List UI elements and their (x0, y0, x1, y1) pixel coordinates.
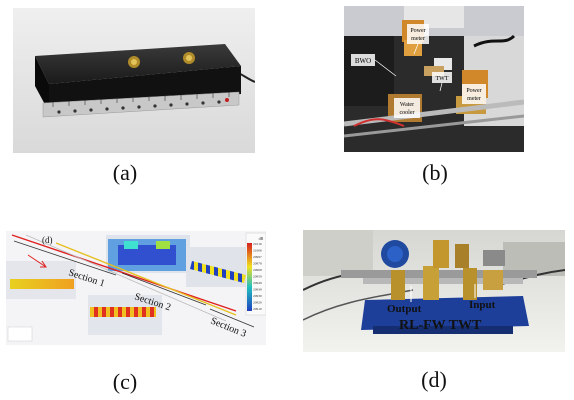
svg-text:meter: meter (411, 36, 425, 42)
photo-rl-fw-twt: Output Input RL-FW TWT (303, 230, 565, 352)
svg-text:Water: Water (400, 102, 414, 108)
label-power-meter-top: Power meter (407, 24, 429, 44)
svg-text:BWO: BWO (355, 57, 371, 65)
svg-text:Power: Power (410, 28, 425, 34)
label-bwo: BWO (351, 54, 375, 66)
label-twt: TWT (432, 72, 452, 83)
svg-text:20910: 20910 (253, 307, 262, 311)
label-input: Input (469, 299, 496, 311)
caption-d: (d) (421, 367, 447, 392)
svg-text:20920: 20920 (253, 301, 262, 305)
svg-text:20949: 20949 (253, 281, 262, 285)
label-device: RL-FW TWT (399, 318, 482, 333)
red-arrow-icon (27, 254, 47, 268)
label-output: Output (387, 303, 422, 315)
svg-text:21016: 21016 (253, 242, 262, 246)
svg-text:20968: 20968 (253, 268, 262, 272)
caption-c: (c) (112, 369, 138, 394)
scale-tick-labels: 21016 21006 20997 20978 20968 20959 2094… (253, 242, 262, 311)
label-power-meter-right: Power meter (462, 84, 486, 104)
simulation-panel-c: (d) Section 1 Section 2 Section 3 dB 210… (6, 231, 266, 345)
label-pointers-icon (410, 284, 476, 302)
svg-text:21006: 21006 (253, 249, 262, 253)
svg-text:20978: 20978 (253, 262, 262, 266)
caption-a: (a) (112, 160, 138, 185)
svg-text:meter: meter (467, 96, 481, 102)
color-scale-bar (247, 243, 252, 311)
simulation-figure: (d) Section 1 Section 2 Section 3 dB 210… (6, 231, 266, 345)
scale-unit: dB (259, 236, 264, 241)
info-box (7, 326, 33, 342)
svg-text:20959: 20959 (253, 275, 262, 279)
section-arrows-icon (13, 240, 255, 328)
label-water-cooler: Water cooler (394, 98, 420, 118)
photo-panel-a (13, 8, 255, 153)
photo-device-on-ruler (13, 8, 255, 153)
svg-text:cooler: cooler (400, 110, 415, 116)
photo-panel-d: Output Input RL-FW TWT (303, 230, 565, 352)
svg-text:20939: 20939 (253, 288, 262, 292)
svg-text:20997: 20997 (253, 255, 262, 259)
photo-test-bench: BWO Power meter TWT Power meter Water co… (344, 6, 524, 152)
photo-panel-b: BWO Power meter TWT Power meter Water co… (344, 6, 524, 152)
svg-text:20930: 20930 (253, 294, 262, 298)
caption-b: (b) (422, 160, 448, 185)
svg-text:Power: Power (466, 88, 481, 94)
svg-text:TWT: TWT (436, 76, 449, 82)
corner-label: (d) (42, 235, 53, 245)
